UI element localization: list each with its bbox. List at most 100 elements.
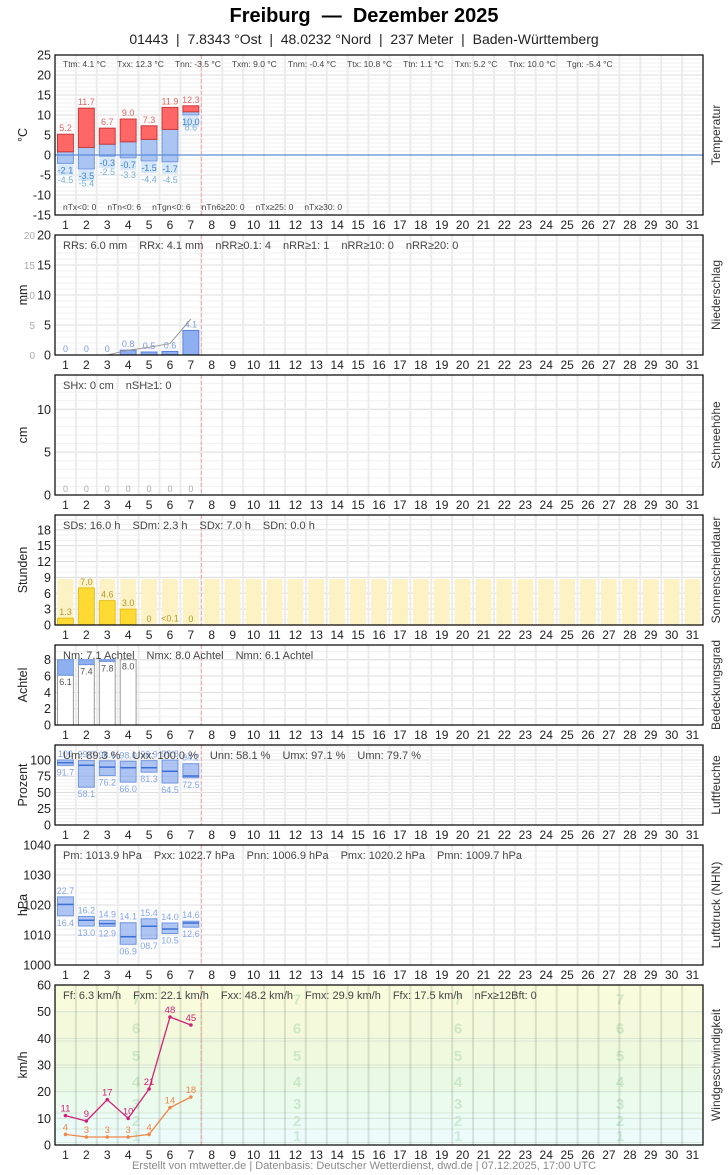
x-tick-label: 26 [581,1148,595,1162]
x-tick-label: 6 [167,728,174,742]
stat-value: Txx: 12.3 °C [117,59,164,69]
possible-sunshine-bar [600,578,617,625]
min-label: 81.3 [140,774,158,784]
x-tick-label: 21 [477,828,491,842]
station-info: 01443 | 7.8343 °Ost | 48.0232 °Nord | 23… [129,31,599,47]
beaufort-band [55,1142,703,1145]
x-tick-label: 7 [188,628,195,642]
tn-label: -0.3 [100,158,116,168]
y-tick-label: 75 [37,770,51,784]
sunshine-label: 0 [188,614,193,624]
max-label: 99.0 [78,750,96,760]
x-tick-label: 27 [602,828,616,842]
tn-label-background [78,170,95,181]
x-tick-label: 21 [477,218,491,232]
page-title: Freiburg — Dezember 2025 [229,5,499,27]
stat-value: Tgn: -5.4 °C [567,59,613,69]
stat-value: Um: 89.3 % [63,750,121,762]
tx-label: 11.9 [162,96,179,106]
data-point [168,1015,172,1019]
y-tick-label: 15 [37,539,51,553]
beaufort-label: 5 [132,1048,140,1065]
sunshine-label: 7.0 [80,577,93,587]
y-axis-label: cm [16,427,30,444]
chart-temperature: 5.2-2.1-4.511.7-3.5-5.46.7-0.3-2.59.0-0.… [16,49,723,233]
humidity-range-box [119,760,137,783]
x-tick-label: 3 [104,1148,111,1162]
x-tick-label: 2 [83,628,90,642]
x-tick-label: 27 [602,1148,616,1162]
min-label: 12.6 [182,929,200,939]
y-tick-label: 9 [44,571,51,585]
beaufort-band [55,1091,703,1113]
x-tick-label: 12 [289,828,303,842]
temperature-bar-day-1 [57,133,74,176]
precip-label: 0 [105,344,110,354]
x-tick-label: 31 [686,498,700,512]
stat-count: nTx≥30: 0 [304,202,342,212]
beaufort-label: 5 [616,1048,624,1065]
x-tick-label: 19 [435,728,449,742]
x-tick-label: 25 [560,968,574,982]
x-tick-label: 5 [146,1148,153,1162]
possible-sunshine-bar [266,578,283,625]
x-tick-label: 9 [229,728,236,742]
x-tick-label: 10 [247,498,261,512]
x-tick-label: 3 [104,728,111,742]
x-tick-label: 17 [393,498,407,512]
stat-value: Txm: 9.0 °C [232,59,277,69]
stat-value: Umn: 79.7 % [357,750,421,762]
x-tick-label: 13 [310,498,324,512]
tx-label: 7.3 [143,115,156,125]
y-tick-label: 15 [37,259,51,273]
x-tick-label: 30 [665,498,679,512]
beaufort-label: 7 [616,991,624,1008]
mean-max-bar [182,105,200,113]
snow-label: 0 [167,484,172,494]
possible-sunshine-bar [350,578,367,625]
x-tick-label: 5 [146,628,153,642]
x-tick-label: 11 [268,968,281,982]
max-label: 14.0 [161,912,179,922]
plot-area: 6.1 7.4 7.8 8.0 [55,645,703,726]
x-tick-label: 19 [435,218,449,232]
wind-label: 3 [105,1125,110,1136]
max-label: 14.6 [182,910,200,920]
pressure-range-box [182,920,200,928]
y-tick-label: 5 [44,129,51,143]
x-tick-label: 27 [602,358,616,372]
stat-value: Ff: 6.3 km/h [63,990,121,1002]
plot-area: 0 0 0 0.8 0.5 0.6 4.1 [55,234,703,356]
x-tick-label: 26 [581,968,595,982]
possible-sunshine-bar [496,578,513,625]
chart-title: Temperatur [709,105,723,166]
stat-value: nSH≥1: 0 [126,380,172,392]
x-tick-label: 10 [247,628,261,642]
x-tick-label: 27 [602,498,616,512]
y-tick-label: 2 [44,702,51,716]
x-tick-label: 3 [104,828,111,842]
plot-area: 5.2-2.1-4.511.7-3.5-5.46.7-0.3-2.59.0-0.… [55,54,703,216]
y2-tick-label: 10 [24,291,36,302]
y-tick-label: 6 [44,670,51,684]
x-tick-label: 5 [146,828,153,842]
x-tick-label: 11 [268,498,281,512]
x-tick-label: 6 [167,828,174,842]
y-axis-label: °C [16,128,30,142]
stat-value: Nm: 7.1 Achtel [63,650,135,662]
x-tick-label: 29 [644,498,658,512]
min-mean-bar [161,128,179,163]
x-tick-label: 19 [435,628,449,642]
sunshine-bar [98,600,116,626]
possible-sunshine-bar [475,578,492,625]
x-tick-label: 7 [188,728,195,742]
x-tick-label: 12 [289,1148,303,1162]
y2-tick-label: 5 [29,321,35,332]
precip-bar [119,349,137,356]
max-label: 99.8 [161,749,179,759]
chart-title: Luftdruck (NHN) [709,862,723,949]
possible-sunshine-bar [308,578,325,625]
x-tick-label: 2 [83,498,90,512]
x-tick-label: 23 [519,628,533,642]
